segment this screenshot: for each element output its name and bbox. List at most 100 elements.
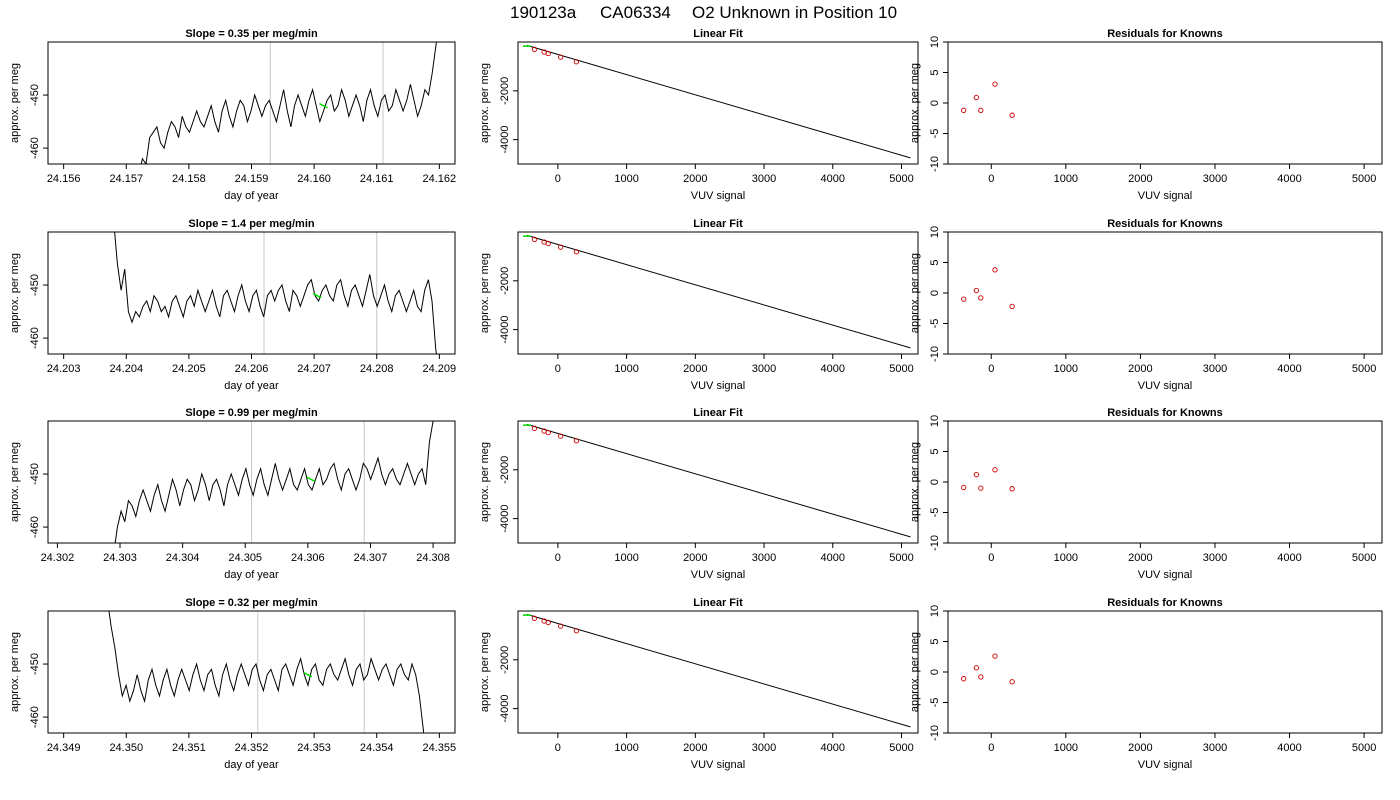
- x-tick-label: 5000: [889, 363, 913, 375]
- y-tick-label: -10: [929, 346, 941, 362]
- known-standard-point: [573, 59, 580, 65]
- known-standard-point: [1009, 112, 1015, 118]
- known-standard-point: [978, 674, 984, 680]
- plot-frame: [947, 420, 1383, 544]
- x-tick-label: 24.156: [47, 173, 81, 185]
- unknown-average-marker: [312, 292, 322, 299]
- plot-frame: [47, 610, 456, 734]
- x-tick-label: 0: [555, 363, 561, 375]
- x-tick-label: 4000: [821, 742, 845, 754]
- x-tick-label: 24.352: [235, 742, 269, 754]
- plot-area: [108, 611, 425, 733]
- y-tick-label: -10: [929, 725, 941, 741]
- x-tick-label: 0: [988, 552, 994, 564]
- plot-area: [961, 81, 1015, 118]
- panel-title: Slope = 1.4 per meg/min: [188, 218, 315, 230]
- known-standard-point: [531, 236, 538, 242]
- fit-line: [526, 423, 911, 538]
- known-standard-point: [973, 94, 979, 101]
- signal-trace: [114, 421, 434, 543]
- known-standard-point: [531, 615, 538, 621]
- x-tick-label: 4000: [821, 363, 845, 375]
- y-axis-label: approx. per meg: [479, 632, 491, 712]
- x-tick-label: 1000: [1054, 552, 1078, 564]
- x-tick-label: 4000: [821, 552, 845, 564]
- plot-frame: [47, 231, 456, 355]
- x-tick-label: 0: [988, 742, 994, 754]
- known-standard-point: [973, 287, 979, 294]
- x-tick-label: 2000: [683, 363, 707, 375]
- plot-area: [522, 613, 911, 728]
- x-tick-label: 24.355: [423, 742, 457, 754]
- chart-panel-8: Linear Fit 0 1000 2000 3000 4000 5000 -2000 -400…: [479, 407, 919, 581]
- known-standard-point: [557, 54, 564, 60]
- y-axis-label: approx. per meg: [9, 632, 21, 712]
- x-tick-label: 5000: [1352, 173, 1376, 185]
- known-standard-point: [557, 244, 564, 250]
- y-tick-label: -460: [29, 137, 41, 159]
- known-standard-point: [545, 429, 551, 436]
- y-tick-label: -4000: [499, 126, 511, 154]
- x-axis-label: VUV signal: [691, 569, 745, 581]
- y-tick-label: 0: [929, 290, 941, 296]
- plot-frame: [517, 41, 919, 165]
- x-tick-label: 5000: [889, 552, 913, 564]
- y-axis-label: approx. per meg: [479, 442, 491, 522]
- chart-panel-6: Residuals for Knowns 0 1000 2000 3000 4000 500…: [909, 218, 1383, 392]
- known-standard-point: [1009, 486, 1015, 492]
- known-standard-point: [545, 619, 551, 626]
- y-tick-label: 5: [929, 638, 941, 644]
- y-tick-label: -450: [29, 84, 41, 106]
- x-tick-label: 5000: [889, 173, 913, 185]
- x-tick-label: 3000: [1203, 173, 1227, 185]
- x-tick-label: 1000: [1054, 173, 1078, 185]
- panel-title: Slope = 0.35 per meg/min: [185, 28, 318, 40]
- panel-grid: Slope = 0.35 per meg/min 24.156 24.157 24.1…: [9, 28, 1383, 771]
- plot-frame: [47, 41, 456, 165]
- y-tick-label: 10: [929, 415, 941, 427]
- panel-title: Residuals for Knowns: [1107, 28, 1223, 40]
- chart-panel-11: Linear Fit 0 1000 2000 3000 4000 5000 -2000 -400…: [479, 597, 919, 771]
- known-standard-point: [573, 249, 580, 255]
- x-tick-label: 0: [555, 552, 561, 564]
- figure-title-sample: 190123a: [510, 3, 577, 22]
- x-tick-label: 0: [988, 173, 994, 185]
- y-tick-label: -460: [29, 706, 41, 728]
- x-tick-label: 24.351: [172, 742, 206, 754]
- known-standard-point: [992, 267, 998, 273]
- plot-frame: [517, 231, 919, 355]
- fit-line: [526, 234, 911, 349]
- x-tick-label: 1000: [1054, 363, 1078, 375]
- known-standard-point: [978, 295, 984, 301]
- chart-panel-3: Residuals for Knowns 0 1000 2000 3000 4000 500…: [909, 28, 1383, 202]
- y-axis-label: approx. per meg: [909, 63, 921, 143]
- known-standard-point: [961, 676, 967, 682]
- x-tick-label: 2000: [1128, 552, 1152, 564]
- panel-title: Linear Fit: [693, 218, 743, 230]
- x-tick-label: 24.162: [423, 173, 457, 185]
- known-standard-point: [973, 665, 979, 671]
- x-tick-label: 24.350: [109, 742, 143, 754]
- x-axis-label: VUV signal: [1138, 190, 1192, 202]
- x-tick-label: 24.206: [235, 363, 269, 375]
- y-tick-label: -4000: [499, 695, 511, 723]
- figure-title-description: O2 Unknown in Position 10: [692, 3, 897, 22]
- x-tick-label: 0: [988, 363, 994, 375]
- x-tick-label: 1000: [1054, 742, 1078, 754]
- x-tick-label: 3000: [752, 173, 776, 185]
- known-standard-point: [992, 467, 998, 473]
- x-tick-label: 24.306: [291, 552, 325, 564]
- known-standard-point: [531, 46, 538, 52]
- plot-area: [114, 232, 437, 354]
- x-tick-label: 1000: [614, 552, 638, 564]
- panel-title: Residuals for Knowns: [1107, 597, 1223, 609]
- signal-trace: [108, 611, 425, 733]
- x-tick-label: 24.354: [360, 742, 394, 754]
- known-standard-point: [978, 485, 984, 491]
- plot-area: [961, 467, 1015, 492]
- known-standard-point: [557, 433, 564, 439]
- x-tick-label: 5000: [1352, 552, 1376, 564]
- panel-title: Linear Fit: [693, 407, 743, 419]
- plot-area: [140, 42, 437, 164]
